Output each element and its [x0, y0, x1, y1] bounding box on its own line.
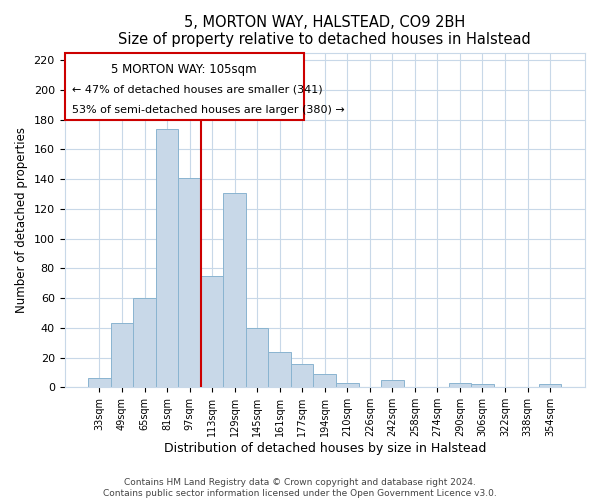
- Title: 5, MORTON WAY, HALSTEAD, CO9 2BH
Size of property relative to detached houses in: 5, MORTON WAY, HALSTEAD, CO9 2BH Size of…: [118, 15, 531, 48]
- Bar: [88, 378, 111, 388]
- Bar: [471, 384, 494, 388]
- Text: Contains HM Land Registry data © Crown copyright and database right 2024.
Contai: Contains HM Land Registry data © Crown c…: [103, 478, 497, 498]
- Bar: [156, 128, 178, 388]
- Bar: [246, 328, 268, 388]
- Bar: [111, 324, 133, 388]
- Text: ← 47% of detached houses are smaller (341): ← 47% of detached houses are smaller (34…: [73, 84, 323, 94]
- Bar: [223, 192, 246, 388]
- Bar: [381, 380, 404, 388]
- Bar: [539, 384, 562, 388]
- Text: 53% of semi-detached houses are larger (380) →: 53% of semi-detached houses are larger (…: [73, 104, 345, 115]
- Bar: [201, 276, 223, 388]
- Bar: [291, 364, 313, 388]
- Bar: [268, 352, 291, 388]
- Bar: [449, 383, 471, 388]
- Text: 5 MORTON WAY: 105sqm: 5 MORTON WAY: 105sqm: [112, 63, 257, 76]
- X-axis label: Distribution of detached houses by size in Halstead: Distribution of detached houses by size …: [164, 442, 486, 455]
- Bar: [313, 374, 336, 388]
- Bar: [178, 178, 201, 388]
- Bar: [133, 298, 156, 388]
- Y-axis label: Number of detached properties: Number of detached properties: [15, 127, 28, 313]
- FancyBboxPatch shape: [65, 52, 304, 120]
- Bar: [336, 383, 359, 388]
